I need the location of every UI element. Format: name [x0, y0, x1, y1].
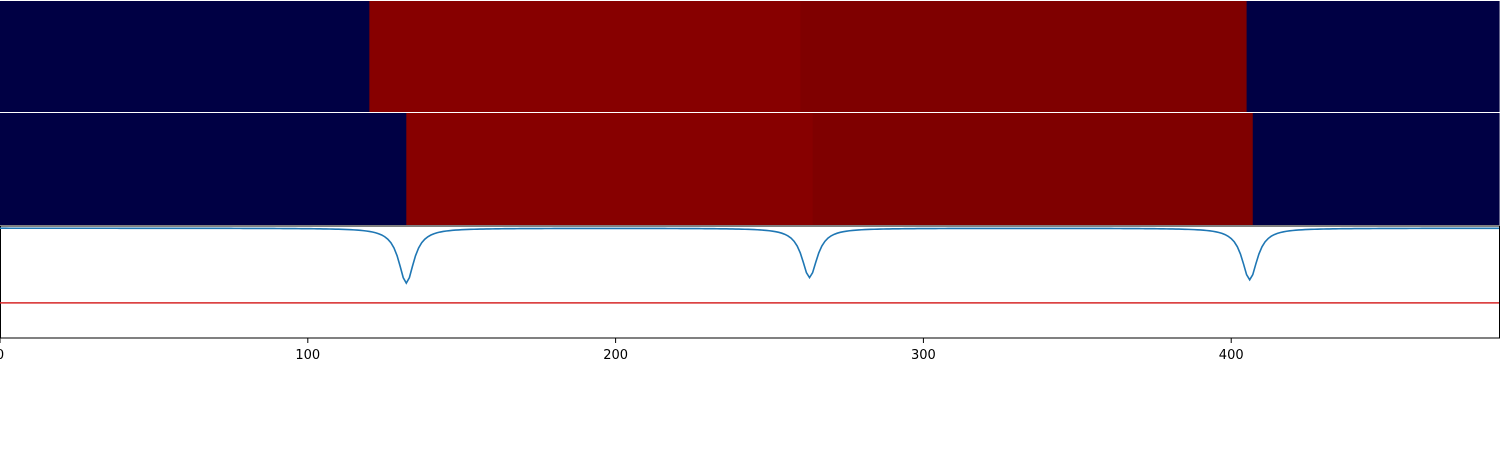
x-tick-label: 100 [295, 348, 320, 363]
heatmap-cell [1246, 1, 1500, 112]
x-tick-label: 300 [911, 348, 936, 363]
x-axis: 0 100 200 300 400 [0, 338, 1244, 363]
heatmap-cell [0, 113, 407, 225]
heatmap-cell [406, 113, 814, 225]
heatmap-cell [0, 1, 370, 112]
heatmap-track-1 [0, 1, 1500, 112]
heatmap-cell [800, 1, 1248, 112]
signal-panel-frame [0, 225, 1500, 339]
x-tick-label: 200 [603, 348, 628, 363]
x-tick-label: 400 [1219, 348, 1244, 363]
heatmap-cell [1252, 113, 1500, 225]
heatmap-cell [812, 113, 1254, 225]
heatmap-cell [369, 1, 801, 112]
heatmap-tracks [0, 1, 1500, 225]
signal-line [0, 227, 1499, 285]
heatmap-track-2 [0, 113, 1500, 225]
signal-panel [0, 225, 1500, 339]
x-tick-label: 0 [0, 348, 4, 363]
